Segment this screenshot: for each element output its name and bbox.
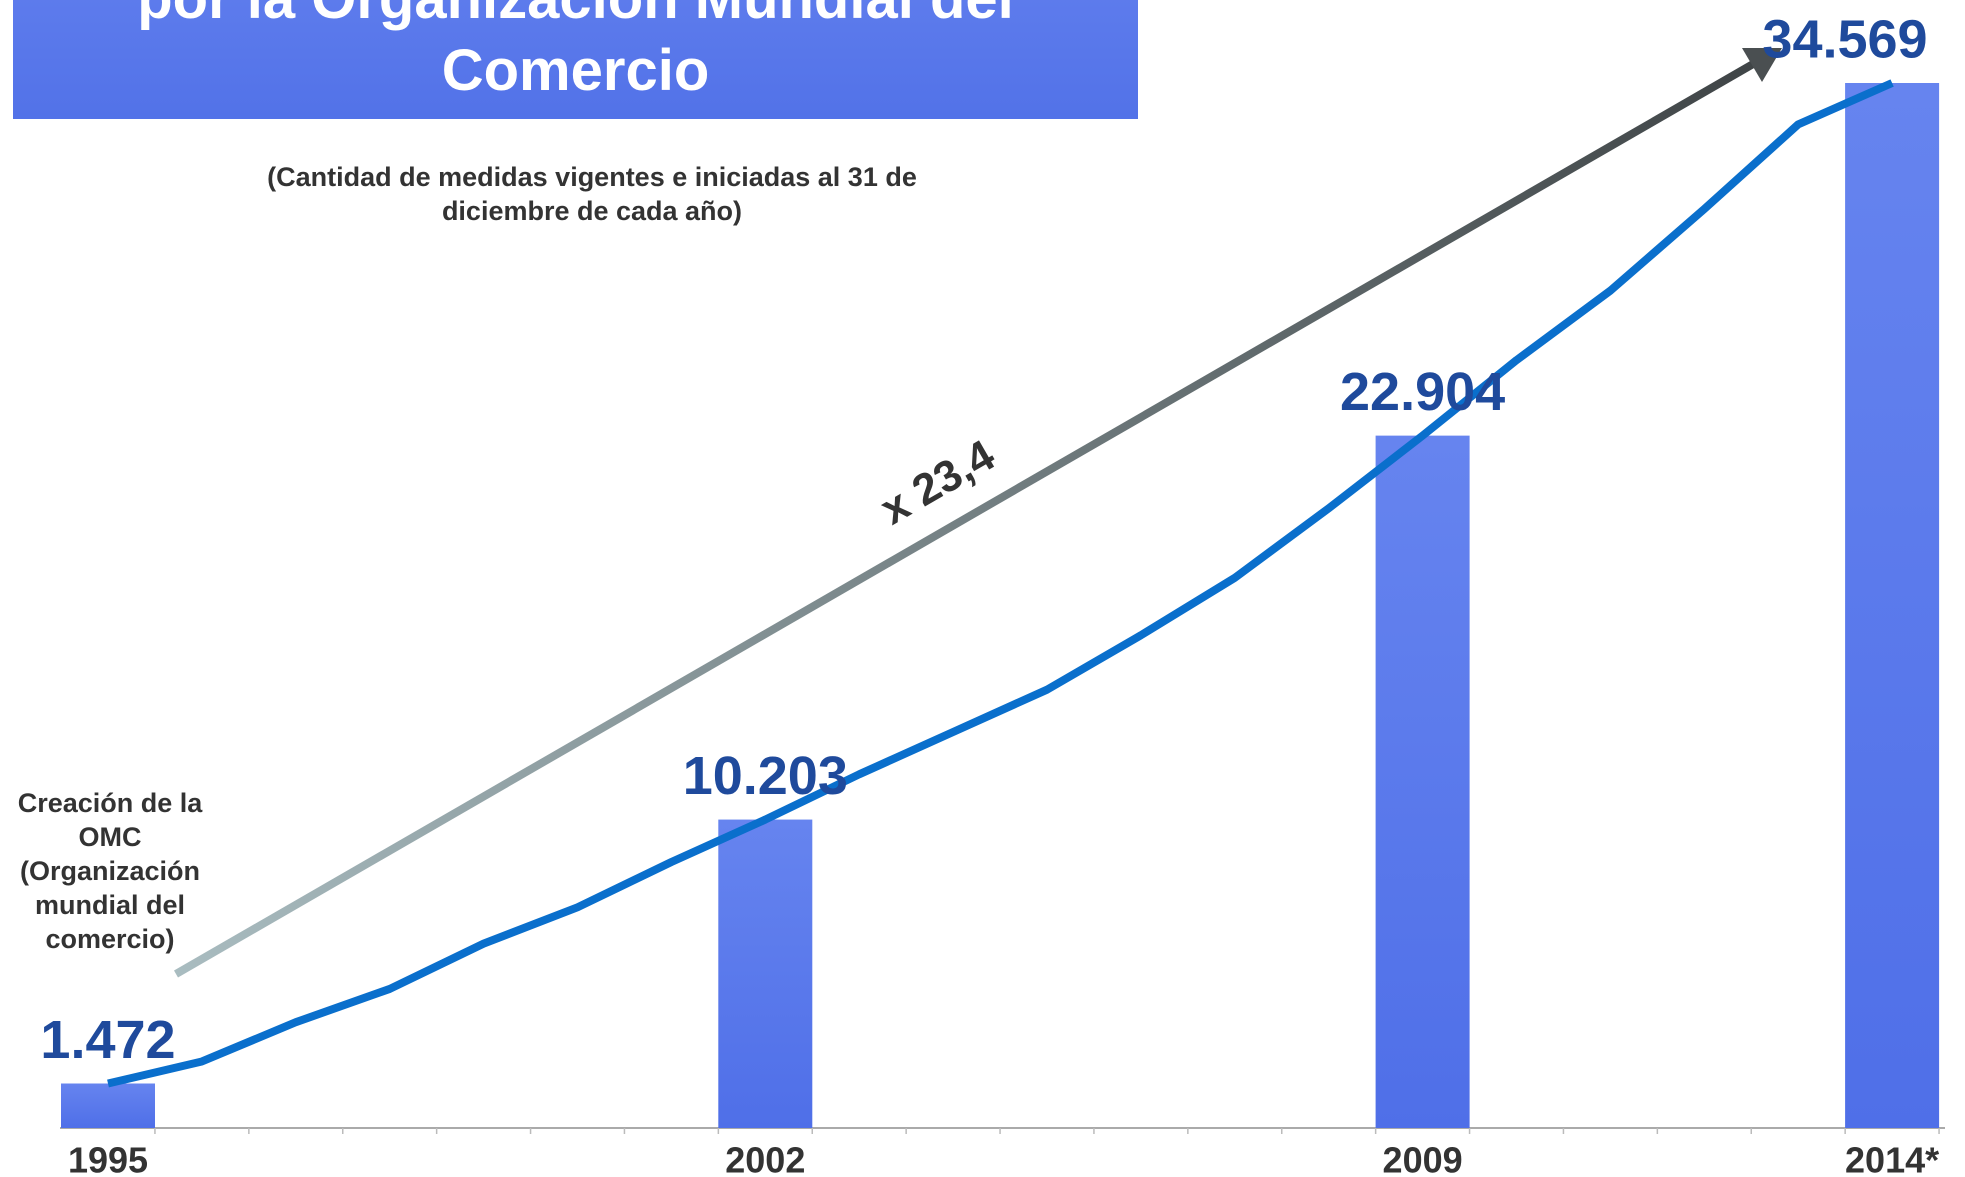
x-tick-label: 2014* xyxy=(1845,1140,1939,1177)
arrow-head xyxy=(1742,48,1782,82)
bar xyxy=(61,1083,155,1128)
growth-annotation: x 23,4 xyxy=(872,430,1003,534)
data-label: 1.472 xyxy=(40,1010,175,1070)
trend-arrow xyxy=(174,56,1762,978)
data-label: 22.904 xyxy=(1340,362,1505,422)
annotation: Creación de la OMC (Organización mundial… xyxy=(17,788,203,954)
x-tick-label: 2002 xyxy=(725,1140,805,1177)
title: por la Organización Mundial del Comercio xyxy=(13,0,1138,119)
data-label: 34.569 xyxy=(1762,9,1927,69)
x-tick-label: 1995 xyxy=(68,1140,148,1177)
x-tick-label: 2009 xyxy=(1383,1140,1463,1177)
data-label: 10.203 xyxy=(683,746,848,806)
bar xyxy=(1845,83,1940,1128)
bar xyxy=(1375,435,1470,1128)
subtitle: (Cantidad de medidas vigentes e iniciada… xyxy=(267,162,917,226)
line xyxy=(107,79,1894,1088)
bar xyxy=(718,819,813,1128)
